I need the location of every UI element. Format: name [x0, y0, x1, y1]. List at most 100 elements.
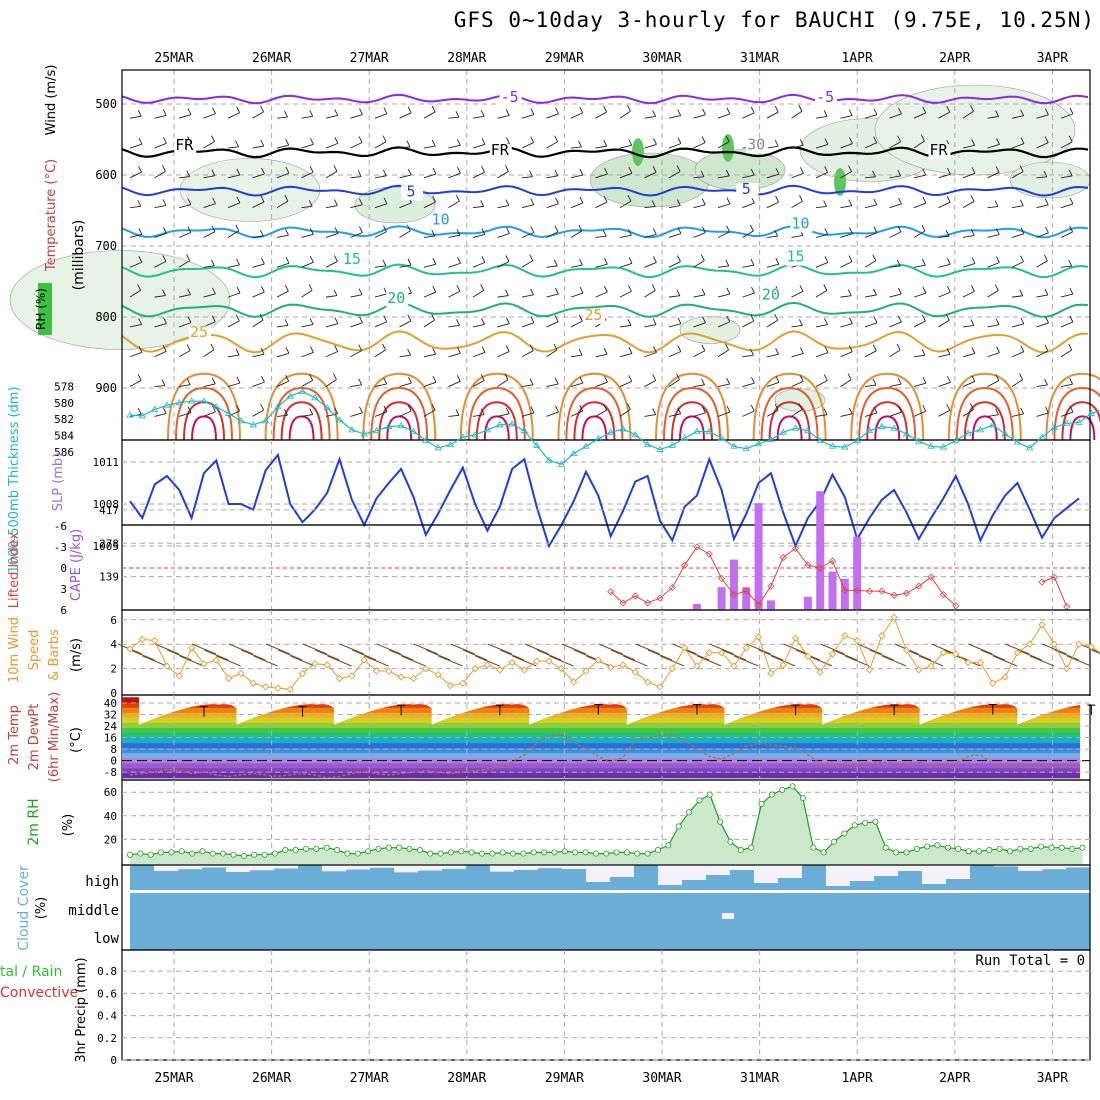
wind10-barb [549, 655, 574, 667]
upper-wind-barb [546, 175, 558, 179]
upper-wind-barb [995, 228, 1000, 235]
upper-wind-barb [334, 255, 338, 262]
upper-wind-barb [186, 170, 191, 177]
rh2m-point [965, 848, 972, 855]
cloud-level-label: low [94, 931, 120, 947]
precip-panel-frame [121, 949, 1091, 1061]
isotherm-dome [671, 401, 713, 441]
upper-wind-barb [595, 291, 608, 298]
rh2m-point [810, 844, 817, 851]
thickness-point [742, 444, 750, 452]
upper-wind-barb [897, 225, 902, 233]
upper-wind-barb [325, 295, 338, 298]
upper-wind-barb [1068, 169, 1073, 177]
rh2m-point [323, 844, 330, 851]
upper-wind-barb [350, 142, 363, 149]
isotherm-label: 10 [432, 211, 450, 229]
upper-wind-barb [448, 144, 461, 149]
upper-wind-barb [668, 323, 682, 328]
pressure-axis-label: (millibars) [71, 220, 87, 291]
wind10-point [594, 656, 602, 664]
upper-wind-barb [995, 110, 999, 117]
upper-wind-barb [481, 138, 486, 145]
upper-wind-barb [628, 229, 632, 236]
upper-wind-barb [971, 375, 976, 382]
rh2m-point [199, 848, 206, 855]
upper-wind-barb [840, 143, 853, 149]
upper-wind-barb [824, 166, 829, 173]
wind10-barb [734, 655, 759, 667]
upper-wind-barb [971, 347, 976, 354]
lifted-index-point [730, 591, 738, 599]
upper-wind-barb [1020, 345, 1025, 352]
upper-wind-barb [423, 235, 435, 238]
upper-wind-barb [285, 138, 290, 146]
wind10-barb [709, 643, 734, 655]
upper-wind-barb [448, 324, 460, 328]
upper-wind-barb [1069, 197, 1074, 205]
upper-wind-barb [799, 375, 804, 382]
upper-wind-barb [824, 346, 829, 353]
rh2m-point [147, 851, 154, 858]
upper-wind-barb [480, 200, 485, 207]
upper-wind-barb [358, 136, 363, 143]
upper-wind-barb [203, 113, 216, 119]
upper-wind-barb [178, 350, 191, 358]
rh2m-point [862, 819, 869, 826]
temp2m-tick: 0 [110, 755, 117, 768]
wind10-point [964, 658, 972, 667]
upper-wind-barb [301, 379, 313, 387]
wind10-point [989, 679, 997, 687]
temp-max-marker [397, 704, 406, 716]
wind10-barb [154, 643, 180, 655]
upper-wind-barb [506, 227, 510, 234]
rh2m-point [406, 845, 413, 852]
thickness-point [865, 426, 874, 434]
rh2m-point [551, 849, 558, 856]
upper-wind-barb [1060, 113, 1074, 119]
cloud-unit: (%) [34, 897, 49, 920]
rh2m-point [903, 849, 910, 856]
upper-wind-barb [260, 105, 264, 113]
upper-wind-barb [383, 405, 388, 413]
slp-tick: 1005 [93, 540, 120, 553]
wind10-point [286, 685, 294, 693]
rh2m-point [334, 847, 341, 854]
upper-wind-barb [555, 197, 559, 205]
upper-wind-barb [530, 316, 535, 323]
rh2m-point [427, 850, 434, 857]
wind10-point [742, 644, 750, 652]
upper-wind-barb [481, 318, 485, 325]
isotherm-20 [121, 301, 1089, 318]
upper-wind-barb [815, 206, 827, 209]
upper-wind-barb [987, 172, 1000, 179]
upper-wind-barb [187, 316, 192, 323]
wind10-barb [697, 655, 722, 667]
wind10-point [607, 663, 615, 672]
upper-wind-barb [497, 261, 510, 268]
upper-wind-barb [595, 201, 608, 209]
wind-axis-label: Wind (m/s) [44, 65, 59, 136]
upper-wind-barb [619, 290, 632, 298]
upper-wind-barb [889, 203, 902, 209]
upper-wind-barb [162, 255, 167, 262]
upper-wind-barb [824, 318, 828, 325]
upper-wind-barb [546, 265, 558, 268]
wind10-barb [1005, 643, 1030, 655]
lifted-index-point [718, 574, 726, 583]
upper-wind-barb [472, 352, 486, 358]
rh2m-point [271, 850, 278, 857]
upper-wind-barb [791, 234, 803, 238]
thickness-point [249, 421, 257, 428]
rh2m-point [1017, 845, 1024, 852]
pressure-tick: 500 [95, 97, 117, 111]
upper-wind-barb [913, 320, 926, 328]
upper-wind-barb [570, 382, 584, 388]
upper-wind-barb [481, 228, 486, 235]
temp-max-marker [199, 706, 208, 717]
upper-wind-barb [1019, 289, 1024, 296]
thickness-point [496, 421, 504, 428]
isotherm-dome [565, 386, 624, 441]
upper-wind-barb [628, 167, 633, 174]
wind10-point [151, 636, 159, 645]
